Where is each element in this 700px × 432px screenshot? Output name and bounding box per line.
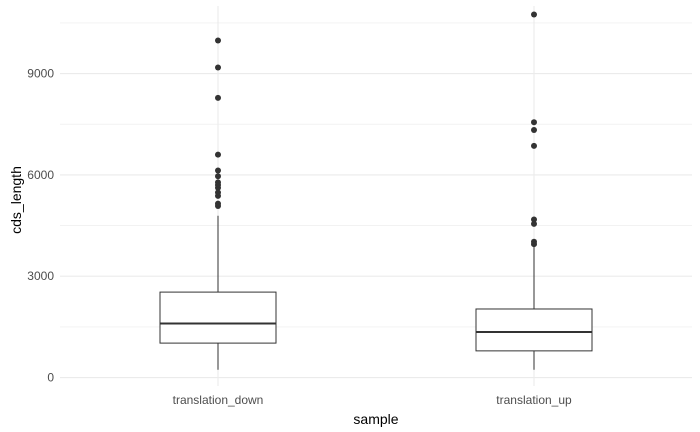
y-tick-label: 0 <box>47 371 54 385</box>
axis-ticks: 0 3000 6000 9000 translation_down translation… <box>27 67 572 407</box>
outlier-point <box>531 11 537 18</box>
boxes <box>159 11 593 370</box>
outlier-point <box>215 94 221 101</box>
outlier-point <box>215 179 221 186</box>
outlier-point <box>215 189 221 196</box>
outlier-point <box>531 142 537 149</box>
y-tick-label: 9000 <box>27 67 54 81</box>
y-tick-label: 6000 <box>27 168 54 182</box>
outlier-point <box>531 126 537 133</box>
outlier-point <box>215 200 221 207</box>
outlier-point <box>215 64 221 71</box>
x-tick-label: translation_down <box>173 393 264 407</box>
outlier-point <box>215 173 221 180</box>
outlier-point <box>215 37 221 44</box>
outlier-point <box>531 216 537 223</box>
box-translation_up <box>475 308 593 352</box>
outlier-point <box>531 220 537 227</box>
box-translation_down <box>159 291 277 344</box>
x-axis-title: sample <box>353 411 398 427</box>
grid <box>60 6 692 386</box>
y-axis-title: cds_length <box>8 166 24 234</box>
x-tick-label: translation_up <box>496 393 572 407</box>
outlier-point <box>531 119 537 126</box>
outlier-point <box>531 238 537 245</box>
y-tick-label: 3000 <box>27 269 54 283</box>
outlier-point <box>215 151 221 158</box>
outlier-point <box>215 167 221 174</box>
